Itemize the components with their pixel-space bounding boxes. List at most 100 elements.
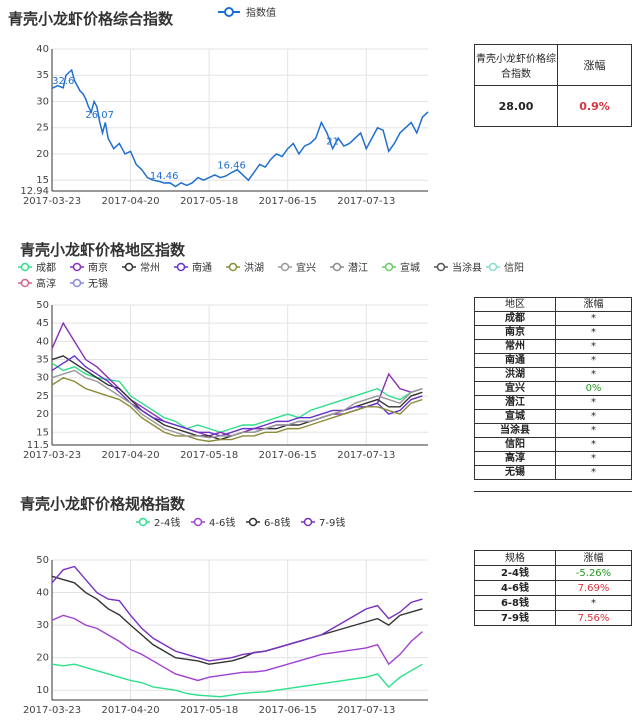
y-tick-label: 15	[36, 175, 49, 186]
y-tick-label: 20	[36, 653, 49, 664]
legend-label: 指数值	[246, 6, 276, 19]
row-name: 潜江	[474, 395, 556, 410]
table-header-size: 规格	[474, 550, 556, 566]
y-tick-label: 30	[36, 96, 49, 107]
legend-marker	[436, 262, 446, 272]
series-line	[51, 355, 423, 437]
x-tick-label: 2017-06-15	[259, 450, 317, 461]
region-index-table: 地区 涨幅 成都 * 南京 * 常州 * 南通 * 洪湖 * 宜兴 0% 潜江 * 宣城 * 当涂县 * 信阳 * 高淳…	[474, 297, 632, 480]
legend-label[interactable]: 宜兴	[296, 261, 316, 274]
legend-marker	[72, 278, 82, 288]
row-change: *	[555, 409, 632, 424]
y-tick-label: 30	[36, 620, 49, 631]
row-change: 7.56%	[555, 610, 632, 626]
legend-label[interactable]: 7-9钱	[319, 516, 345, 529]
row-name: 信阳	[474, 437, 556, 452]
legend-label[interactable]: 洪湖	[244, 262, 264, 274]
legend-marker	[248, 517, 258, 527]
legend-label[interactable]: 6-8钱	[264, 516, 290, 529]
series-line	[51, 565, 423, 662]
region-row: 信阳 *	[474, 437, 632, 452]
legend-marker	[303, 517, 313, 527]
row-name: 常州	[474, 339, 556, 354]
legend-marker	[332, 262, 342, 272]
region-row: 高淳 *	[474, 451, 632, 466]
row-name: 2-4钱	[474, 565, 556, 581]
series-line	[51, 614, 423, 682]
row-name: 南京	[474, 325, 556, 340]
legend-label[interactable]: 宣城	[400, 261, 420, 274]
row-change: *	[555, 437, 632, 452]
legend-marker	[224, 7, 234, 17]
region-row: 当涂县 *	[474, 423, 632, 438]
row-name: 成都	[474, 311, 556, 326]
legend-label[interactable]: 当涂县	[452, 261, 482, 274]
table-header-region: 地区	[474, 297, 556, 312]
legend-marker	[176, 262, 186, 272]
row-name: 宣城	[474, 409, 556, 424]
series-line	[51, 663, 423, 698]
y-tick-label: 40	[36, 44, 49, 55]
x-tick-label: 2017-06-15	[259, 705, 317, 716]
section1-title: 青壳小龙虾价格综合指数	[8, 10, 174, 28]
region-table-scroll[interactable]: 地区 涨幅 成都 * 南京 * 常州 * 南通 * 洪湖 * 宜兴 0% 潜江 * 宣城 * 当涂县 * 信阳 * 高淳…	[474, 297, 632, 492]
legend-marker	[138, 517, 148, 527]
region-row: 无锡 *	[474, 465, 632, 480]
region-row: 洪湖 *	[474, 367, 632, 382]
row-name: 当涂县	[474, 423, 556, 438]
x-tick-label: 2017-05-18	[180, 705, 238, 716]
data-label: 14.46	[150, 171, 179, 182]
x-tick-label: 2017-04-20	[102, 196, 160, 207]
legend-marker	[228, 262, 238, 272]
legend-label[interactable]: 4-6钱	[209, 516, 235, 529]
y-tick-label: 20	[36, 149, 49, 160]
region-row: 南京 *	[474, 325, 632, 340]
legend-label[interactable]: 2-4钱	[154, 516, 180, 529]
row-change: 7.69%	[555, 580, 632, 596]
y-tick-label: 50	[36, 300, 49, 311]
legend-label[interactable]: 潜江	[348, 261, 368, 274]
y-tick-label: 20	[36, 409, 49, 420]
row-name: 宜兴	[474, 381, 556, 396]
legend-label[interactable]: 南通	[192, 261, 212, 274]
legend-marker	[384, 262, 394, 272]
size-index-chart: 2-4钱 4-6钱 6-8钱 7-9钱 2017-03-23 2017-04-20 2017…	[23, 516, 428, 716]
composite-index-table: 青壳小龙虾价格综合指数 涨幅 28.00 0.9%	[474, 44, 632, 127]
legend-marker	[72, 262, 82, 272]
legend-marker	[20, 278, 30, 288]
x-tick-label: 2017-04-20	[102, 450, 160, 461]
legend-label[interactable]: 常州	[140, 261, 160, 274]
y-tick-label: 40	[36, 588, 49, 599]
table-header-name: 青壳小龙虾价格综合指数	[474, 44, 558, 86]
y-tick-label: 10	[36, 685, 49, 696]
row-change: *	[555, 395, 632, 410]
legend-marker	[193, 517, 203, 527]
y-tick-label: 35	[36, 70, 49, 81]
row-change: *	[555, 311, 632, 326]
table-header-change: 涨幅	[555, 550, 632, 566]
legend-label[interactable]: 高淳	[36, 277, 56, 290]
legend-label[interactable]: 无锡	[88, 277, 108, 290]
x-tick-label: 2017-05-18	[180, 450, 238, 461]
legend-marker	[20, 262, 30, 272]
size-row: 7-9钱 7.56%	[474, 610, 632, 626]
x-tick-label: 2017-06-15	[259, 196, 317, 207]
row-change: *	[555, 595, 632, 611]
region-row: 潜江 *	[474, 395, 632, 410]
y-tick-label: 25	[36, 123, 49, 134]
data-label: 26.07	[85, 110, 114, 121]
y-tick-label: 12.94	[20, 186, 49, 197]
row-name: 4-6钱	[474, 580, 556, 596]
legend-label[interactable]: 南京	[88, 261, 108, 274]
table-change: 0.9%	[557, 85, 632, 127]
legend-marker	[124, 262, 134, 272]
series-line	[51, 68, 429, 188]
row-name: 6-8钱	[474, 595, 556, 611]
table-value: 28.00	[474, 85, 558, 127]
legend-label[interactable]: 成都	[36, 262, 56, 274]
row-name: 南通	[474, 353, 556, 368]
row-name: 洪湖	[474, 367, 556, 382]
legend-label[interactable]: 信阳	[504, 262, 524, 274]
y-tick-label: 45	[36, 318, 49, 329]
